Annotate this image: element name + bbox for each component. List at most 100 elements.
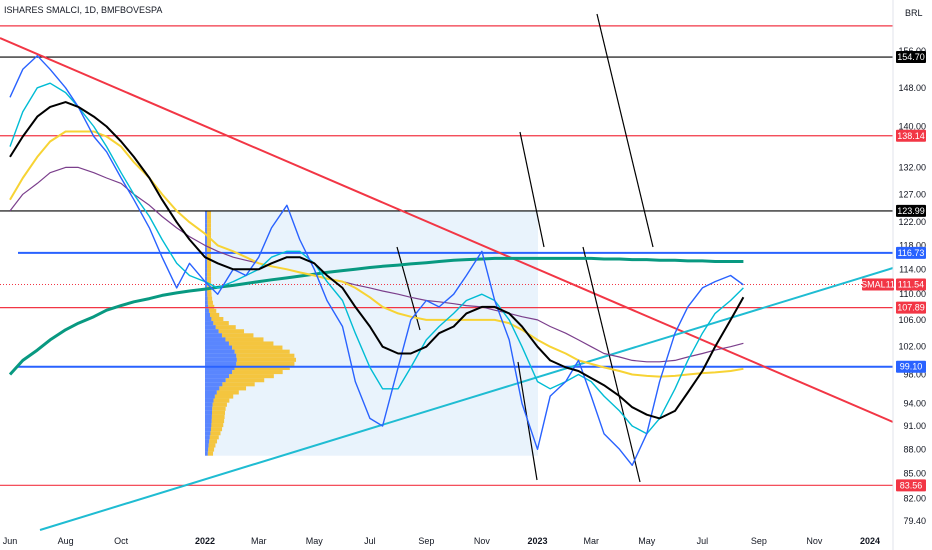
profile-bar-down <box>211 316 224 322</box>
profile-bar-up <box>205 284 208 289</box>
price-tag-label: 83.56 <box>900 480 923 490</box>
profile-bar-down <box>207 223 211 228</box>
profile-bar-down <box>212 406 226 411</box>
profile-bar-down <box>207 288 212 293</box>
price-tag <box>896 246 926 259</box>
profile-bar-up <box>205 345 233 350</box>
price-tag-label: 99.10 <box>900 362 923 372</box>
profile-bar-up <box>205 361 237 366</box>
chart-title: ISHARES SMALCI, 1D, BMFBOVESPA <box>4 5 162 15</box>
price-tick-label: 127.00 <box>898 189 926 199</box>
series-ma-yellow <box>9 130 744 378</box>
profile-bar-up <box>205 288 208 293</box>
profile-bar-up <box>205 268 208 273</box>
price-tick-label: 122.00 <box>898 217 926 227</box>
profile-bar-down <box>207 243 212 248</box>
time-tick-label: Nov <box>474 536 491 546</box>
downtrend-line <box>0 37 894 423</box>
profile-bar-up <box>205 292 208 297</box>
profile-bar-up <box>205 427 211 432</box>
time-axis[interactable]: Jun Aug Oct 2022 Mar May Jul Sep Nov 2023 Mar May Ju… <box>3 536 880 546</box>
volume-profile <box>205 210 297 456</box>
profile-bar-down <box>207 300 213 305</box>
price-tick-label: 106.00 <box>898 315 926 325</box>
profile-bar-up <box>205 308 209 313</box>
profile-bar-up <box>205 235 208 240</box>
profile-bar-up <box>205 410 213 415</box>
price-tag-label: 111.54 <box>898 280 924 290</box>
time-tick-label: Nov <box>806 536 823 546</box>
profile-bar-up <box>205 443 209 448</box>
price-tag <box>862 278 894 291</box>
time-tick-label: Sep <box>751 536 767 546</box>
profile-bar-up <box>205 357 237 362</box>
profile-bar-up <box>205 406 213 411</box>
profile-bar-down <box>211 414 225 419</box>
profile-bar-up <box>205 402 213 407</box>
profile-bar-down <box>209 435 219 440</box>
time-tick-label: 2024 <box>860 536 880 546</box>
price-tag <box>896 360 926 373</box>
profile-bar-down <box>207 215 211 220</box>
profile-bar-up <box>205 321 214 326</box>
profile-bar-down <box>225 378 265 383</box>
profile-bar-down <box>207 268 212 273</box>
profile-bar-up <box>205 276 208 281</box>
price-tick-label: 88.00 <box>903 444 926 454</box>
price-tick-label: 98.00 <box>903 369 926 379</box>
profile-bar-up <box>205 247 208 252</box>
horizontal-levels <box>0 25 893 486</box>
profile-bar-up <box>205 439 210 444</box>
profile-bar-down <box>207 280 212 285</box>
profile-bar-down <box>212 410 226 415</box>
profile-bar-up <box>205 300 208 305</box>
profile-bar-up <box>205 263 208 269</box>
series-ma-fast <box>9 82 744 435</box>
series-price <box>9 55 744 466</box>
trendline-black <box>582 246 641 483</box>
profile-bar-up <box>205 227 208 232</box>
profile-bar-up <box>205 451 208 456</box>
time-tick-label: May <box>638 536 656 546</box>
time-tick-label: Jul <box>697 536 709 546</box>
profile-bar-down <box>208 304 215 309</box>
profile-bar-up <box>205 435 210 440</box>
price-axis[interactable]: 156.00148.00140.00132.00127.00122.00118.… <box>898 46 926 526</box>
profile-bar-down <box>211 423 224 428</box>
price-tags: 154.70 138.14 123.99 116.73 SMAL11 111.54 107.… <box>861 51 926 492</box>
price-tick-label: 82.00 <box>903 493 926 503</box>
price-tick-label: 132.00 <box>898 162 926 172</box>
time-tick-label: Aug <box>58 536 74 546</box>
profile-bar-up <box>205 325 216 330</box>
profile-bar-up <box>205 223 208 228</box>
profile-bar-down <box>236 353 295 358</box>
profile-bar-down <box>232 345 283 350</box>
time-tick-label: Jun <box>3 536 18 546</box>
profile-bar-up <box>205 398 214 403</box>
profile-bar-down <box>216 390 239 395</box>
profile-bar-down <box>207 276 212 281</box>
price-tick-label: 114.00 <box>899 264 926 274</box>
profile-bar-down <box>207 239 212 244</box>
trendline-black <box>396 246 421 331</box>
profile-bar-down <box>219 386 247 391</box>
profile-bar-down <box>228 341 274 346</box>
price-tag-label: SMAL11 <box>861 280 895 290</box>
profile-bar-down <box>234 365 290 371</box>
price-tick-label: 94.00 <box>903 398 926 408</box>
profile-bar-down <box>209 439 218 444</box>
price-tick-label: 102.00 <box>898 342 926 352</box>
series-ma-long <box>8 256 744 376</box>
profile-bar-down <box>214 394 234 399</box>
profile-bar-up <box>205 394 215 399</box>
price-tag-label: 138.14 <box>897 131 925 141</box>
price-tag-label: 107.89 <box>897 303 925 313</box>
profile-bar-down <box>209 312 220 317</box>
profile-bar-down <box>221 333 254 338</box>
price-tag <box>896 301 926 314</box>
profile-bar-up <box>205 239 208 244</box>
profile-bar-down <box>215 325 236 330</box>
profile-bar-down <box>222 382 255 387</box>
profile-bar-up <box>205 215 208 220</box>
